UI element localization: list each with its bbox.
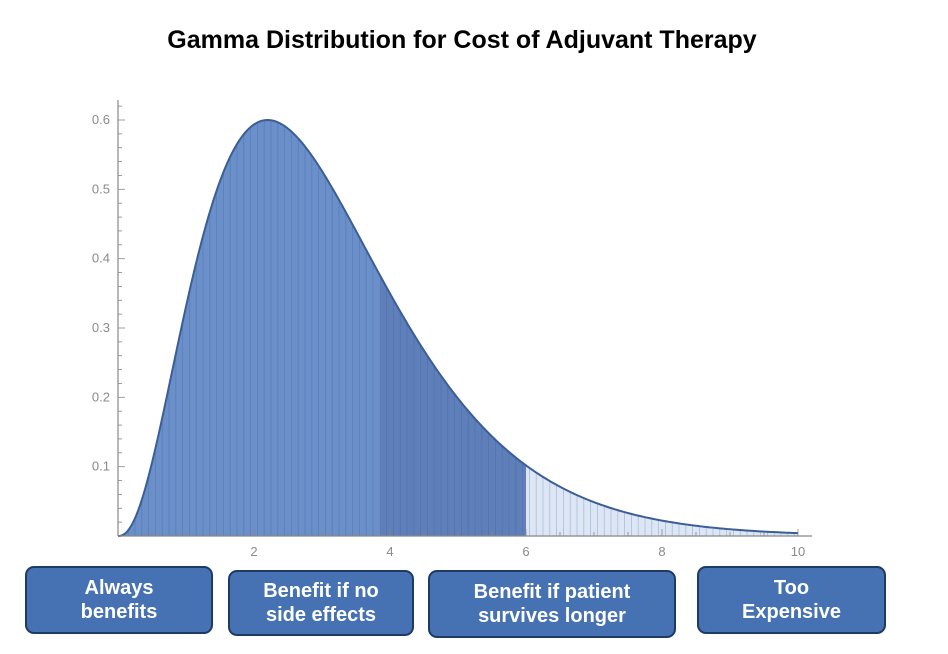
box-label-line2: Expensive <box>742 601 841 623</box>
box-label-line1: Always <box>84 577 154 599</box>
axes: 0.1 0.2 0.3 0.4 0.5 0.6 2 4 6 8 10 <box>92 100 812 559</box>
x-tick-label: 6 <box>522 544 529 559</box>
region-box-always-benefits: Always benefits <box>25 566 213 634</box>
box-label-line1: Too <box>773 577 810 599</box>
x-tick-label: 4 <box>386 544 393 559</box>
chart-title: Gamma Distribution for Cost of Adjuvant … <box>167 26 757 54</box>
x-tick-label: 10 <box>791 544 805 559</box>
y-tick-label: 0.5 <box>92 181 110 196</box>
y-tick-label: 0.1 <box>92 459 110 474</box>
density-curve <box>117 118 799 537</box>
y-tick-label: 0.4 <box>92 251 110 266</box>
hatch-lines <box>121 120 795 536</box>
x-tick-label: 2 <box>250 544 257 559</box>
region-area-1 <box>118 120 380 537</box>
y-tick-label: 0.6 <box>92 112 110 127</box>
box-label-line2: survives longer <box>478 605 626 627</box>
y-tick-label: 0.2 <box>92 389 110 404</box>
region-box-too-expensive: Too Expensive <box>697 566 886 634</box>
region-box-benefit-if-patient-survives-longer: Benefit if patient survives longer <box>428 570 676 638</box>
box-label-line2: side effects <box>265 604 377 626</box>
y-tick-label: 0.3 <box>92 320 110 335</box>
box-label-line1: Benefit if patient <box>473 581 631 603</box>
box-label-line1: Benefit if no <box>263 580 379 602</box>
x-tick-label: 8 <box>658 544 665 559</box>
region-area-3 <box>526 465 798 536</box>
box-label-line2: benefits <box>80 601 158 623</box>
curve-layer <box>117 118 799 537</box>
region-box-benefit-if-no-side-effects: Benefit if no side effects <box>228 570 414 636</box>
